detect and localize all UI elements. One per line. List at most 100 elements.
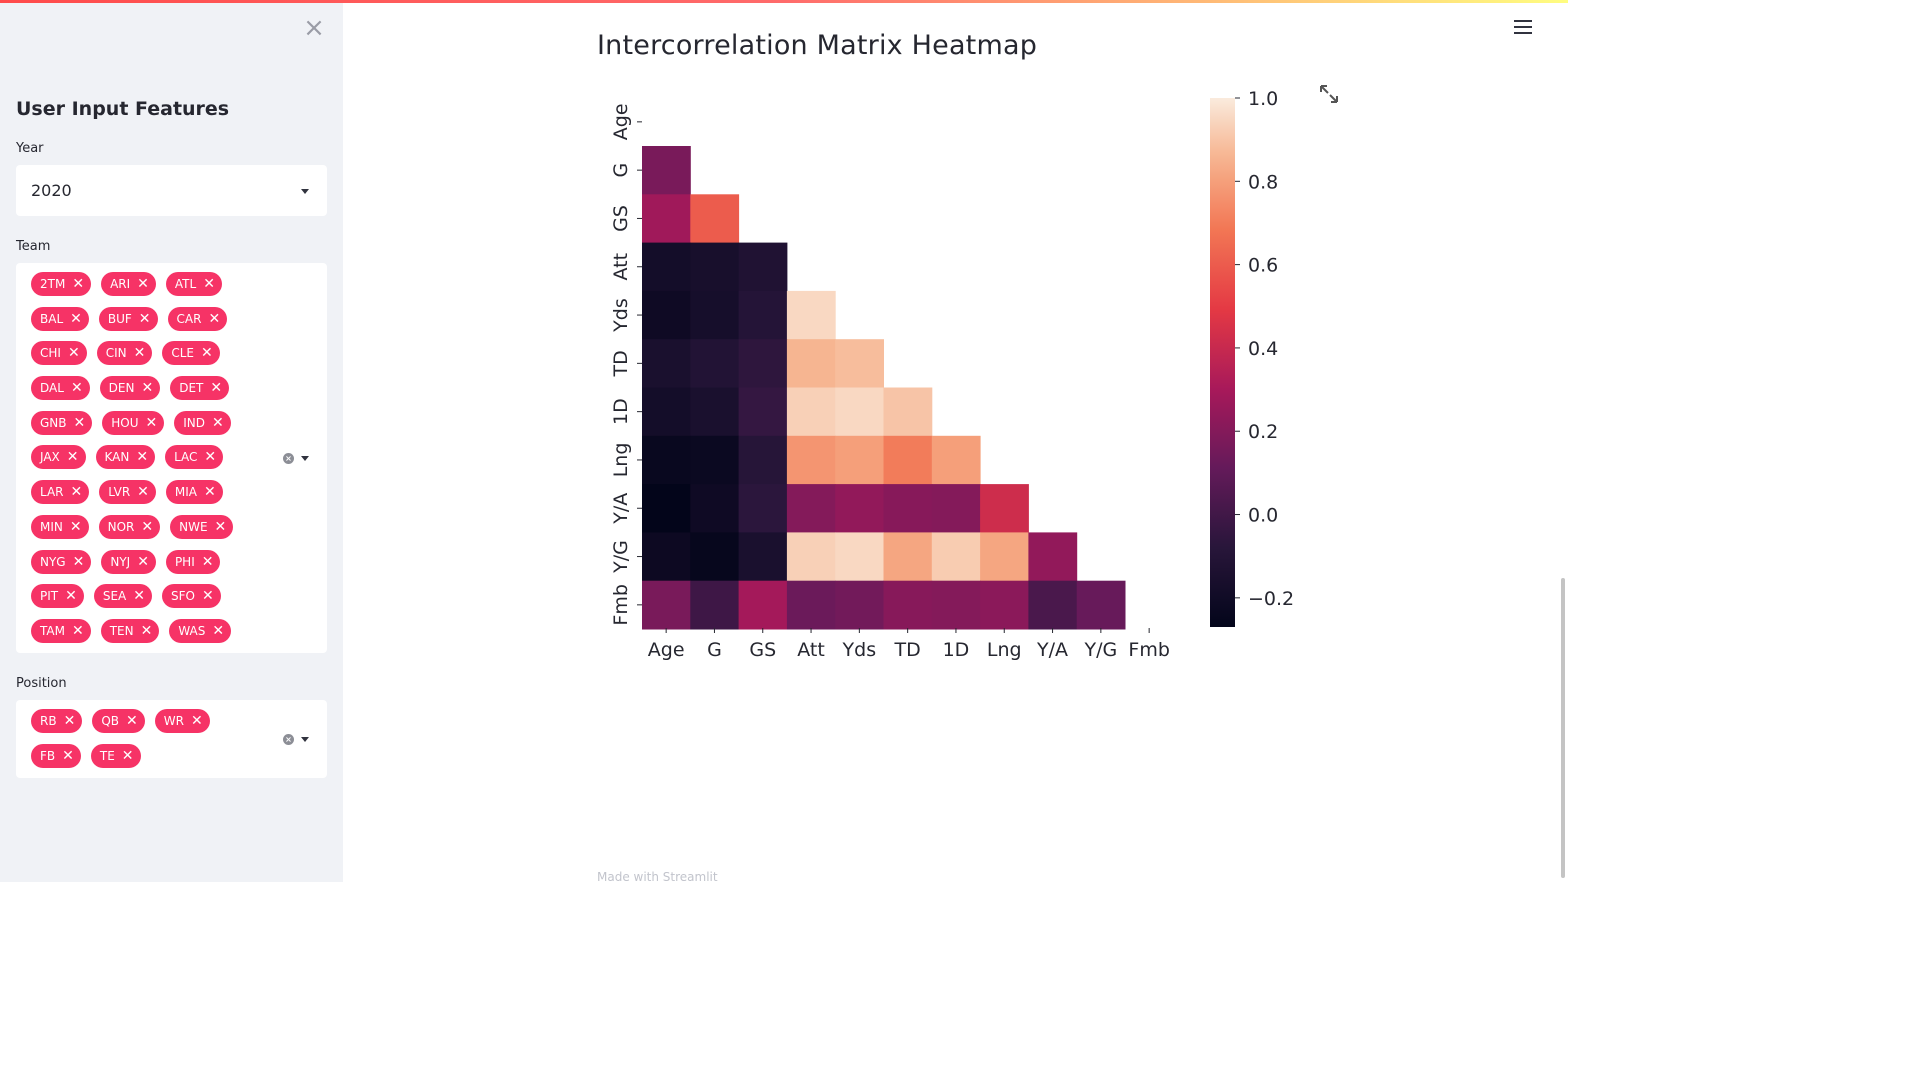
selected-tag: LAR ✕	[31, 480, 90, 505]
remove-tag-icon[interactable]: ✕	[133, 588, 145, 605]
remove-tag-icon[interactable]: ✕	[137, 484, 149, 501]
x-tick-label: GS	[749, 639, 776, 661]
remove-tag-icon[interactable]: ✕	[214, 518, 227, 535]
remove-tag-icon[interactable]: ✕	[136, 449, 149, 466]
remove-tag-icon[interactable]: ✕	[63, 713, 76, 729]
year-select[interactable]: 2020	[16, 165, 327, 216]
remove-tag-icon[interactable]: ✕	[210, 380, 223, 397]
remove-tag-icon[interactable]: ✕	[69, 518, 82, 535]
heatmap-cell	[786, 290, 836, 340]
clear-all-icon[interactable]: ×	[283, 734, 294, 745]
heatmap-cell	[690, 580, 740, 630]
x-tick-label: Y/G	[1083, 639, 1117, 661]
heatmap-cell	[883, 484, 933, 533]
remove-tag-icon[interactable]: ✕	[204, 484, 216, 501]
tag-label: IND	[183, 415, 206, 430]
tag-label: WAS	[178, 623, 206, 638]
remove-tag-icon[interactable]: ✕	[72, 553, 85, 570]
clear-all-icon[interactable]: ×	[283, 453, 294, 464]
hamburger-menu-icon[interactable]	[1514, 20, 1532, 36]
remove-tag-icon[interactable]: ✕	[72, 276, 85, 292]
heatmap-cell	[690, 339, 740, 388]
remove-tag-icon[interactable]: ✕	[212, 622, 225, 639]
selected-tag: BAL ✕	[31, 306, 89, 331]
selected-tag: CHI ✕	[31, 341, 87, 366]
heatmap-cell	[738, 339, 788, 388]
remove-tag-icon[interactable]: ✕	[203, 276, 215, 292]
tag-label: FB	[40, 748, 56, 763]
remove-tag-icon[interactable]: ✕	[70, 380, 83, 397]
heatmap-cell	[738, 387, 788, 437]
selected-tag: TAM ✕	[31, 618, 91, 643]
remove-tag-icon[interactable]: ✕	[212, 414, 224, 431]
remove-tag-icon[interactable]: ✕	[190, 713, 203, 729]
remove-tag-icon[interactable]: ✕	[137, 276, 149, 292]
heatmap-cell	[690, 484, 740, 533]
tag-row: MIN ✕ NOR ✕ NWE ✕	[31, 514, 251, 550]
close-sidebar-icon[interactable]: ×	[303, 13, 325, 43]
remove-tag-icon[interactable]: ✕	[126, 713, 138, 729]
remove-tag-icon[interactable]: ✕	[70, 310, 82, 327]
remove-tag-icon[interactable]: ✕	[140, 622, 153, 639]
tag-row: CHI ✕ CIN ✕ CLE ✕	[31, 341, 251, 376]
selected-tag: DET ✕	[170, 376, 230, 401]
selected-tag: TE ✕	[90, 743, 141, 768]
remove-tag-icon[interactable]: ✕	[133, 345, 146, 362]
remove-tag-icon[interactable]: ✕	[71, 622, 84, 639]
tag-row: RB ✕ QB ✕ WR ✕	[31, 709, 251, 744]
tag-label: DAL	[40, 381, 64, 396]
remove-tag-icon[interactable]: ✕	[204, 449, 217, 466]
heatmap-cell	[980, 484, 1029, 533]
selected-tag: 2TM ✕	[31, 272, 92, 296]
remove-tag-icon[interactable]: ✕	[73, 414, 86, 431]
remove-tag-icon[interactable]: ✕	[66, 449, 79, 466]
remove-tag-icon[interactable]: ✕	[121, 747, 134, 764]
remove-tag-icon[interactable]: ✕	[208, 310, 221, 327]
remove-tag-icon[interactable]: ✕	[137, 553, 149, 570]
remove-tag-icon[interactable]: ✕	[201, 553, 214, 570]
chevron-down-icon[interactable]	[301, 189, 309, 194]
tag-label: NYJ	[110, 554, 131, 569]
chevron-down-icon[interactable]	[301, 456, 309, 461]
remove-tag-icon[interactable]: ✕	[201, 588, 214, 605]
x-tick-label: Y/A	[1036, 639, 1068, 661]
footer-credit: Made with Streamlit	[597, 870, 718, 884]
remove-tag-icon[interactable]: ✕	[65, 588, 77, 605]
heatmap-cell	[738, 532, 788, 582]
remove-tag-icon[interactable]: ✕	[70, 484, 83, 501]
y-tick-label: GS	[610, 205, 632, 232]
heatmap-cell	[835, 484, 884, 533]
position-label: Position	[16, 676, 67, 691]
scrollbar-thumb[interactable]	[1561, 578, 1565, 878]
selected-tag: HOU ✕	[102, 410, 165, 435]
remove-tag-icon[interactable]: ✕	[67, 345, 80, 362]
heatmap-cell	[883, 532, 933, 582]
chevron-down-icon[interactable]	[301, 737, 309, 742]
remove-tag-icon[interactable]: ✕	[145, 414, 158, 431]
selected-tag: LAC ✕	[165, 445, 224, 470]
y-tick-label: Y/G	[610, 540, 632, 574]
y-tick-label: Age	[610, 103, 632, 140]
page-title: Intercorrelation Matrix Heatmap	[597, 30, 1038, 61]
tag-label: PIT	[40, 589, 59, 604]
tag-label: CAR	[176, 311, 202, 326]
tag-label: LVR	[108, 485, 131, 500]
selected-tag: CIN ✕	[96, 341, 153, 366]
remove-tag-icon[interactable]: ✕	[141, 518, 154, 535]
colorbar-tick-label: 0.8	[1248, 171, 1278, 193]
remove-tag-icon[interactable]: ✕	[138, 310, 151, 327]
position-multiselect[interactable]: RB ✕ QB ✕ WR ✕ FB ✕ TE ✕ ×	[16, 700, 327, 778]
heatmap-cell	[931, 532, 981, 582]
remove-tag-icon[interactable]: ✕	[141, 380, 154, 397]
selected-tag: IND ✕	[174, 410, 231, 435]
team-multiselect[interactable]: 2TM ✕ ARI ✕ ATL ✕ BAL ✕ BUF ✕ CAR ✕ CHI ✕ CIN ✕ CLE ✕ DAL ✕…	[16, 263, 327, 653]
remove-tag-icon[interactable]: ✕	[62, 747, 74, 764]
colorbar-tick-label: 0.6	[1248, 255, 1278, 277]
heatmap-cell	[1028, 532, 1078, 582]
remove-tag-icon[interactable]: ✕	[200, 345, 213, 362]
selected-tag: DEN ✕	[99, 376, 161, 401]
tag-label: TEN	[109, 623, 134, 638]
main-content: Intercorrelation Matrix Heatmap Age G GS At…	[343, 0, 1568, 884]
fullscreen-expand-icon[interactable]	[1319, 84, 1339, 104]
colorbar-tick-label: 0.0	[1248, 505, 1278, 527]
